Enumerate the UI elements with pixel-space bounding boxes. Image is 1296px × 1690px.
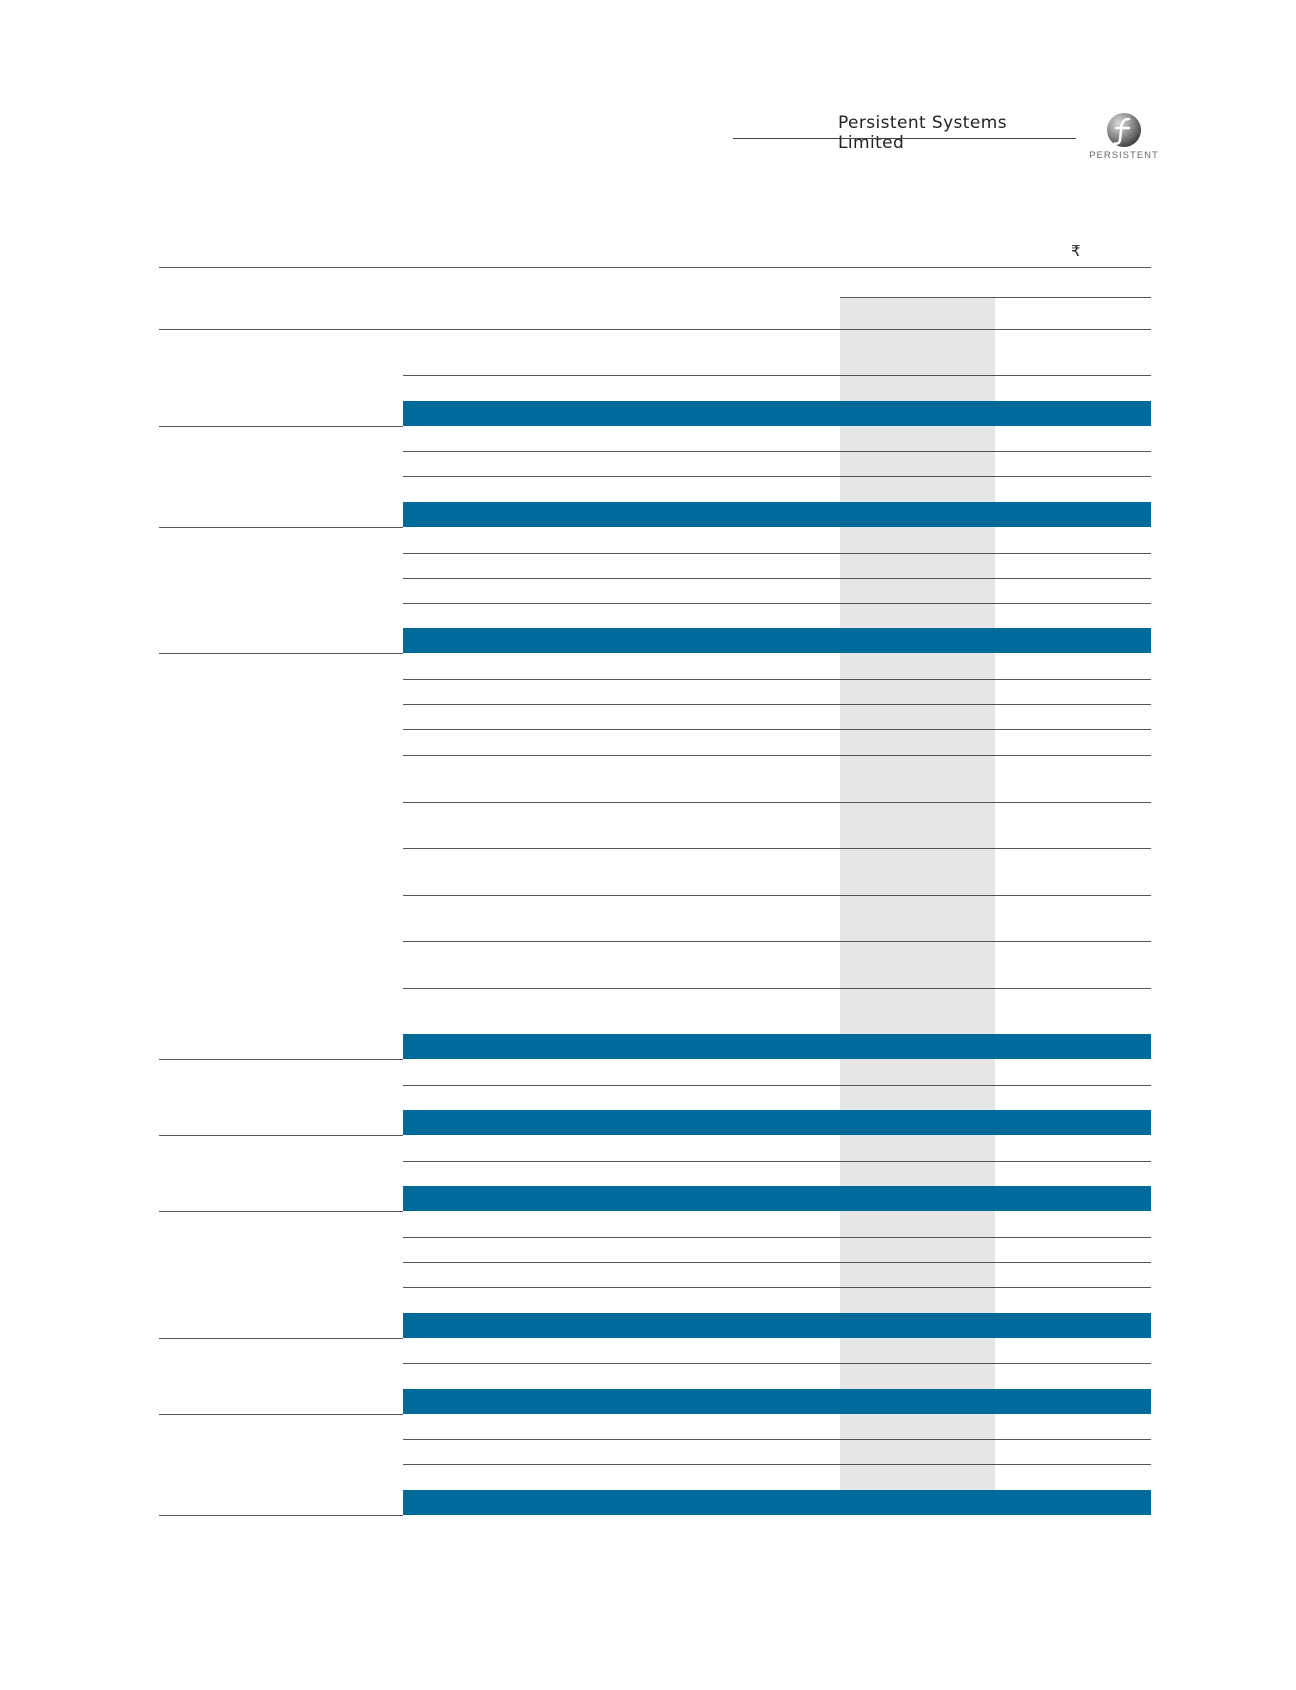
row-divider [403,1262,1151,1263]
row-divider [403,603,1151,604]
row-divider [403,895,1151,896]
row-divider [403,1287,1151,1288]
row-divider [403,553,1151,554]
row-divider [403,755,1151,756]
persistent-logo-icon [1107,113,1141,147]
row-divider [403,476,1151,477]
total-row-band [403,502,1151,527]
row-divider [403,578,1151,579]
table-top-rule [159,267,1151,268]
row-divider [403,1363,1151,1364]
section-divider [159,1414,403,1415]
table-header-bottom-rule [159,329,1151,330]
section-divider [159,426,403,427]
row-divider [403,802,1151,803]
row-divider [403,1085,1151,1086]
current-year-column [840,298,995,1490]
total-row-band [403,1313,1151,1338]
total-row-band [403,1110,1151,1135]
total-row-band [403,1389,1151,1414]
row-divider [403,679,1151,680]
row-divider [403,1464,1151,1465]
row-divider [403,704,1151,705]
row-divider [403,848,1151,849]
row-divider [403,941,1151,942]
company-name: Persistent Systems Limited [838,113,1007,153]
row-divider [403,1439,1151,1440]
row-divider [403,1161,1151,1162]
row-divider [403,988,1151,989]
total-row-band [403,628,1151,653]
section-divider [159,1059,403,1060]
section-divider [159,653,403,654]
row-divider [403,375,1151,376]
section-divider [159,1211,403,1212]
section-divider [159,1135,403,1136]
row-divider [403,729,1151,730]
total-row-band [403,1186,1151,1211]
row-divider [403,1237,1151,1238]
section-divider [159,527,403,528]
year-header-rule [840,297,1151,298]
row-divider [403,451,1151,452]
total-row-band [403,1490,1151,1515]
currency-symbol: ₹ [1071,242,1081,260]
header-rule [733,138,1076,139]
total-row-band [403,401,1151,426]
total-row-band [403,1034,1151,1059]
section-divider [159,1338,403,1339]
section-divider [159,1515,403,1516]
logo-wordmark: PERSISTENT [1089,150,1159,161]
